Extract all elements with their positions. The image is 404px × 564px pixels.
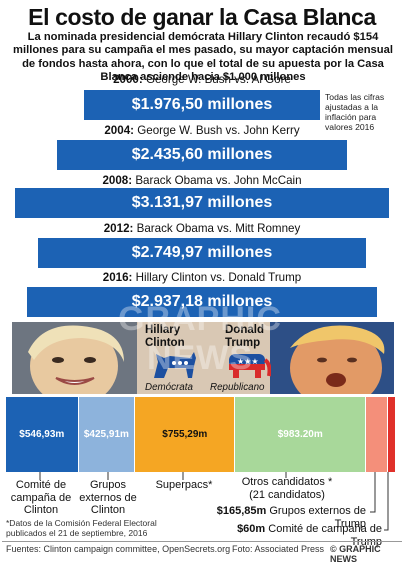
bar-label-3: 2012: Barack Obama vs. Mitt Romney <box>0 222 404 235</box>
clinton-name: Hillary Clinton <box>145 324 185 349</box>
bar-matchup-1: George W. Bush vs. John Kerry <box>137 124 300 137</box>
caption-superpacs: Superpacs* <box>155 479 213 491</box>
photo-credit: Foto: Associated Press <box>232 544 325 554</box>
caption-others: Otros candidatos * (21 candidatos) <box>240 476 334 501</box>
trump-first-name: Donald <box>225 324 264 336</box>
footer-divider <box>2 541 402 542</box>
sources: Fuentes: Clinton campaign committee, Ope… <box>6 544 231 554</box>
democrat-donkey-icon <box>154 352 196 378</box>
footnote-line1: *Datos de la Comisión Federal Electoral <box>6 518 157 528</box>
bar-2: $3.131,97 millones <box>15 188 389 218</box>
chart-title: El costo de ganar la Casa Blanca <box>28 4 376 30</box>
bar-4: $2.937,18 millones <box>26 287 378 317</box>
bar-matchup-3: Barack Obama vs. Mitt Romney <box>136 222 301 235</box>
svg-text:★★★: ★★★ <box>237 357 259 366</box>
trump-last-name: Trump <box>225 336 261 349</box>
bar-year-4: 2016: <box>102 271 136 284</box>
bar-label-2: 2008: Barack Obama vs. John McCain <box>0 174 404 187</box>
republican-elephant-icon: ★★★ <box>229 354 271 378</box>
caption-connectors <box>39 472 389 531</box>
bar-3: $2.749,97 millones <box>37 238 367 268</box>
clinton-last-name: Clinton <box>145 336 185 349</box>
trump-groups-value: $165,85m <box>216 505 267 517</box>
clinton-first-name: Hillary <box>145 324 181 336</box>
trump-campaign-value: $60m <box>237 523 266 535</box>
segment-clinton-campaign: $546,93m <box>6 397 78 472</box>
caption-clinton-groups: Grupos externos de Clinton <box>79 479 137 516</box>
bar-year-2: 2008: <box>102 174 136 187</box>
watermark: GRAPHIC NEWS <box>118 300 282 377</box>
bar-matchup-4: Hillary Clinton vs. Donald Trump <box>135 271 302 284</box>
caption-clinton-campaign: Comité de campaña de Clinton <box>10 479 72 516</box>
bar-year-1: 2004: <box>104 124 138 137</box>
bar-label-0: 2000: George W. Bush vs. Al Gore <box>0 73 404 86</box>
democrat-label: Demócrata <box>145 382 193 393</box>
bar-year-3: 2012: <box>103 222 137 235</box>
bar-1: $2.435,60 millones <box>56 140 348 170</box>
inflation-note: Todas las cifras ajustadas a la inflació… <box>325 92 385 132</box>
segment-superpacs: $755,29m <box>135 397 235 472</box>
segment-trump-groups <box>366 397 388 472</box>
trump-name: Donald Trump <box>225 324 264 349</box>
connector-trump-campaign <box>384 472 389 531</box>
bar-matchup-0: George W. Bush vs. Al Gore <box>145 73 291 86</box>
republican-label: Republicano <box>210 382 265 393</box>
bar-year-0: 2000: <box>113 73 146 86</box>
bar-matchup-2: Barack Obama vs. John McCain <box>135 174 302 187</box>
caption-trump-groups: $165,85m Grupos externos de Trump <box>216 505 366 530</box>
footnote-line2: publicados el 21 de septiembre, 2016 <box>6 528 148 538</box>
trump-groups-text: Grupos externos de Trump <box>269 505 366 530</box>
chart-subtitle: La nominada presidencial demócrata Hilla… <box>13 31 393 84</box>
segment-trump-campaign <box>388 397 395 472</box>
clinton-face-icon <box>12 322 137 394</box>
trump-face-icon <box>270 322 394 394</box>
copyright: © GRAPHIC NEWS <box>330 544 381 564</box>
bar-0: $1.976,50 millones <box>83 90 320 120</box>
bar-label-1: 2004: George W. Bush vs. John Kerry <box>0 124 404 137</box>
caption-others-line1: Otros candidatos * <box>241 476 333 488</box>
caption-others-line2: (21 candidatos) <box>249 488 325 501</box>
connector-trump-groups <box>370 472 376 513</box>
trump-photo <box>270 322 394 394</box>
segment-others: $983.20m <box>235 397 365 472</box>
clinton-photo <box>12 322 137 394</box>
bar-label-4: 2016: Hillary Clinton vs. Donald Trump <box>0 271 404 284</box>
segment-clinton-groups: $425,91m <box>78 397 135 472</box>
